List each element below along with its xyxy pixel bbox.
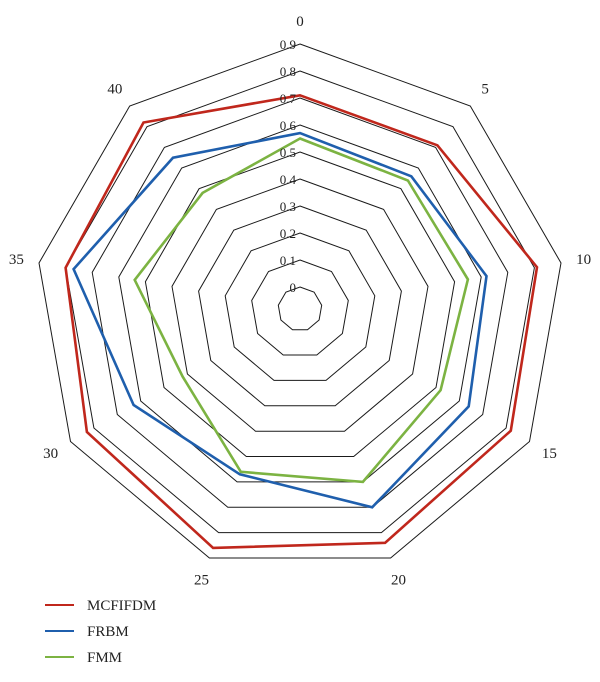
category-label: 20 <box>391 573 406 589</box>
grid-ring-0 <box>277 286 323 331</box>
radar-grid <box>38 43 562 559</box>
category-label: 10 <box>576 252 591 268</box>
category-label: 35 <box>9 252 24 268</box>
category-label: 30 <box>43 446 58 462</box>
grid-ring-0.9 <box>38 43 562 559</box>
legend-label-frbm: FRBM <box>87 624 129 640</box>
grid-ring-0.6 <box>118 124 482 483</box>
category-labels: 0 5 10 15 20 25 30 35 40 <box>9 14 591 589</box>
category-label: 25 <box>194 573 209 589</box>
radial-tick-label: 0.2 <box>280 226 296 241</box>
grid-ring-0.2 <box>224 232 376 381</box>
grid-ring-0.7 <box>91 97 509 508</box>
grid-ring-0.8 <box>65 70 535 534</box>
grid-ring-0.5 <box>144 151 456 457</box>
radial-tick-label: 0.7 <box>280 91 297 106</box>
radar-series <box>64 93 539 550</box>
category-label: 5 <box>481 81 489 97</box>
legend-label-mcfifdm: MCFIFDM <box>87 598 156 614</box>
series-line-frbm <box>72 131 488 509</box>
radial-tick-labels: 0 0.1 0.2 0.3 0.4 0.5 0.6 0.7 0.8 0.9 <box>280 37 297 295</box>
grid-ring-0.3 <box>198 205 402 407</box>
legend: MCFIFDM FRBM FMM <box>45 598 156 666</box>
grid-ring-0.1 <box>251 259 349 356</box>
radial-tick-label: 0 <box>290 280 297 295</box>
radial-tick-label: 0.9 <box>280 37 296 52</box>
category-label: 40 <box>107 81 122 97</box>
series-line-fmm <box>133 137 470 484</box>
radial-tick-label: 0.1 <box>280 253 296 268</box>
legend-label-fmm: FMM <box>87 650 122 666</box>
grid-ring-0.4 <box>171 178 429 432</box>
series-line-mcfifdm <box>64 93 539 550</box>
radial-tick-label: 0.5 <box>280 145 296 160</box>
radial-tick-label: 0.3 <box>280 199 296 214</box>
radial-tick-label: 0.8 <box>280 64 296 79</box>
radial-tick-label: 0.6 <box>280 118 297 133</box>
radial-tick-label: 0.4 <box>280 172 297 187</box>
category-label: 15 <box>542 446 557 462</box>
category-label: 0 <box>296 14 304 30</box>
